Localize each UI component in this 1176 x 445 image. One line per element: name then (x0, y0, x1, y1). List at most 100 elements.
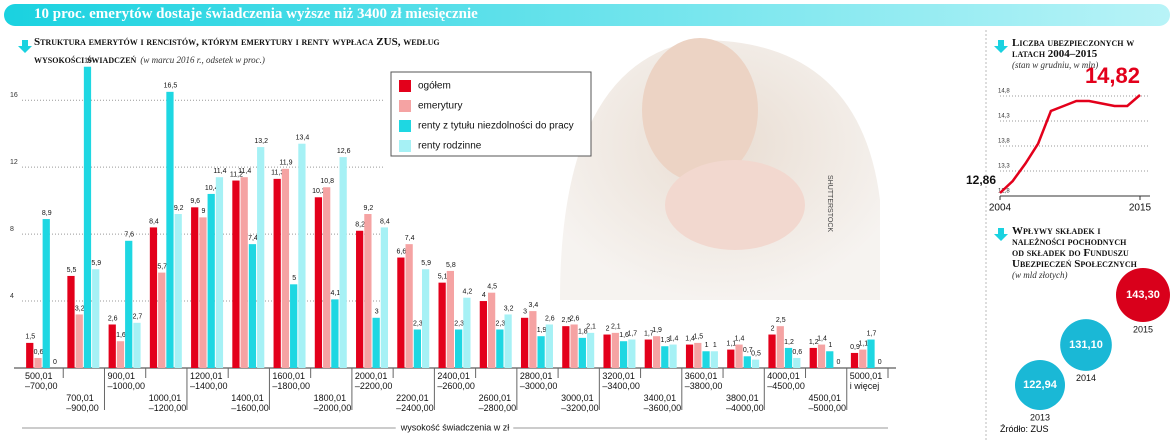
x-tick-label: 3200,01 –3400,00 (602, 371, 640, 391)
data-label: 4,5 (487, 284, 497, 291)
data-label: 10,8 (320, 178, 334, 185)
category-label: 2014 (1076, 373, 1096, 383)
bar (422, 269, 430, 368)
x-tick-label: 2015 (1129, 203, 1152, 214)
y-tick-label: 8 (10, 226, 14, 233)
legend-label: renty rodzinne (418, 141, 482, 152)
data-label: 2,3 (495, 320, 505, 327)
legend-swatch (399, 100, 411, 112)
bar (232, 180, 240, 368)
bar (455, 329, 463, 368)
data-label: 1,4 (669, 335, 679, 342)
data-label: 1,6 (619, 332, 629, 339)
x-tick-label: 2400,01 –2600,00 (437, 371, 475, 391)
y-tick-label: 12,8 (998, 189, 1010, 195)
data-label: 1,9 (537, 327, 547, 334)
bar (463, 297, 471, 368)
bar (323, 187, 331, 368)
data-label: 2,5 (561, 317, 571, 324)
data-label: 4,2 (463, 289, 473, 296)
bar (240, 177, 248, 368)
data-label: 10,2 (312, 188, 326, 195)
data-label: 11,2 (230, 171, 243, 178)
data-label: 131,10 (1069, 339, 1103, 351)
data-label: 11,4 (238, 168, 251, 175)
y-tick-label: 4 (10, 293, 14, 300)
data-label: 1 (713, 342, 717, 349)
data-label: 7,4 (405, 235, 415, 242)
arrow-icon (994, 228, 1008, 241)
page-title: 10 proc. emerytów dostaje świadczenia wy… (34, 6, 478, 22)
bar (710, 351, 718, 368)
data-label: 1,8 (578, 329, 588, 336)
bar (281, 168, 290, 368)
bar (413, 329, 422, 368)
legend-swatch (399, 140, 411, 152)
bar (776, 326, 784, 368)
x-tick-label: 1400,01 –1600,00 (231, 393, 269, 413)
bar (149, 227, 158, 368)
data-label: 5,1 (438, 273, 448, 280)
legend-label: renty z tytułu niezdolności do pracy (418, 121, 574, 132)
bar (669, 344, 677, 368)
bar (685, 344, 694, 368)
category-label: 2013 (1030, 412, 1050, 422)
data-label: 1,4 (735, 335, 745, 342)
legend-label: ogółem (418, 81, 451, 92)
bar (743, 356, 751, 368)
x-axis-title: wysokość świadczenia w zł (400, 422, 510, 432)
source: Źródło: ZUS (1000, 424, 1049, 434)
bar (380, 227, 389, 368)
bubble (1014, 359, 1066, 411)
bar (652, 336, 661, 368)
x-tick-label: 2200,01 –2400,00 (396, 393, 434, 413)
photo-credit: SHUTTERSTOCK (826, 175, 833, 232)
data-label: 2,3 (413, 320, 423, 327)
bubble (1116, 268, 1170, 322)
data-label: 5,8 (446, 262, 456, 269)
data-label: 0 (878, 359, 882, 366)
bar (809, 347, 817, 368)
bar (702, 351, 710, 368)
y-tick-label: 16 (10, 92, 18, 99)
data-label: 8,2 (355, 222, 365, 229)
chart-title: Liczba ubezpieczonych w latach 2004–2015 (1012, 37, 1135, 60)
data-label: 1,2 (809, 339, 819, 346)
data-label: 10,4 (205, 185, 219, 192)
data-label: 12,86 (966, 173, 996, 187)
data-label: 3 (375, 309, 379, 316)
legend-box (390, 71, 592, 157)
y-tick-label: 13,8 (998, 139, 1010, 145)
data-label: 9,2 (364, 205, 374, 212)
x-tick-label: 700,01 –900,00 (66, 393, 99, 413)
arrow-icon (994, 40, 1008, 53)
data-label: 2,1 (586, 324, 596, 331)
bar (199, 217, 207, 368)
bar (26, 342, 34, 368)
data-label: 16,5 (164, 83, 178, 90)
data-label: 1,7 (627, 330, 637, 337)
legend-swatch (399, 120, 411, 132)
bar (248, 244, 257, 368)
bar (694, 342, 702, 368)
bar (116, 341, 125, 368)
arrow-icon (18, 40, 32, 53)
bar (273, 178, 281, 368)
bar (83, 66, 92, 368)
bar (207, 193, 215, 368)
data-label: 11,4 (213, 168, 226, 175)
data-label: 11,3 (271, 170, 284, 177)
bar (339, 157, 347, 368)
data-label: 3 (523, 309, 527, 316)
data-label: 8,9 (42, 210, 52, 217)
bar (817, 344, 826, 368)
photo-piggy (665, 160, 805, 250)
x-tick-label: 900,01 –1000,00 (107, 371, 146, 391)
data-label: 9 (201, 208, 205, 215)
data-label: 3,2 (504, 305, 514, 312)
data-label: 7,4 (248, 235, 258, 242)
bar (867, 339, 875, 368)
data-label: 5,5 (67, 267, 77, 274)
data-label: 2,6 (108, 315, 118, 322)
